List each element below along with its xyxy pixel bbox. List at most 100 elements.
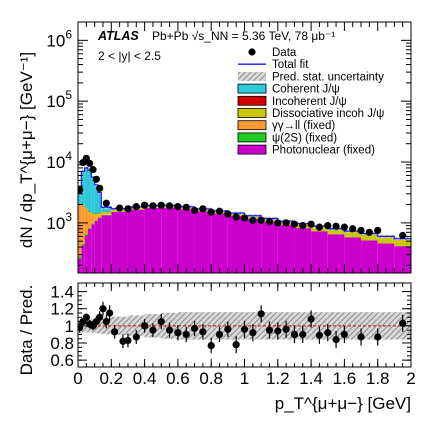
data-point xyxy=(357,226,365,235)
bin-photonuclear-fixed xyxy=(194,211,212,273)
bin-dissociative-incoh-j xyxy=(97,213,102,216)
ratio-data-point xyxy=(374,333,382,341)
legend-label-pred-stat-uncertainty: Pred. stat. uncertainty xyxy=(272,71,384,83)
data-point xyxy=(215,207,224,215)
data-point xyxy=(124,205,132,213)
x-tick-label: 1 xyxy=(240,369,249,388)
bin-photonuclear-fixed xyxy=(244,218,262,273)
ratio-data-point xyxy=(249,329,257,337)
bin-2s-fixed xyxy=(97,217,102,219)
bin-coherent-j xyxy=(91,177,95,214)
data-point xyxy=(324,222,332,230)
bin-ll-fixed xyxy=(87,213,92,228)
ratio-y-tick-label: 1.2 xyxy=(50,300,74,319)
bin-photonuclear-fixed xyxy=(94,220,98,273)
bin-dissociative-incoh-j xyxy=(377,236,395,244)
bin-2s-fixed xyxy=(84,234,88,236)
data-point xyxy=(92,175,100,183)
data-point xyxy=(282,219,290,227)
ratio-data-point xyxy=(240,325,249,333)
legend-swatch-ll-fixed xyxy=(237,120,267,131)
ratio-data-point xyxy=(332,335,340,344)
x-tick-label: 0.6 xyxy=(166,369,190,388)
ratio-data-point xyxy=(190,324,199,333)
data-point xyxy=(141,201,149,209)
stacked-histogram xyxy=(78,167,411,273)
x-tick-label: 1.6 xyxy=(333,369,357,388)
ratio-data-points xyxy=(78,301,407,354)
bin-2s-fixed xyxy=(91,223,95,225)
data-point xyxy=(86,159,94,167)
bin-photonuclear-fixed xyxy=(144,207,162,273)
data-point xyxy=(116,204,124,212)
ratio-data-point xyxy=(357,333,365,341)
ratio-data-point xyxy=(165,326,174,334)
x-axis-label: p_T^{μ+μ−} [GeV] xyxy=(275,394,411,413)
main-y-ticks: 103 104 105 106 xyxy=(46,21,411,266)
bin-photonuclear-fixed xyxy=(311,231,328,273)
ratio-data-point xyxy=(340,330,348,339)
data-point xyxy=(89,166,97,174)
ratio-data-point xyxy=(274,327,282,335)
ratio-data-point xyxy=(96,313,104,321)
ratio-data-point xyxy=(124,336,132,345)
ratio-data-point xyxy=(282,325,290,333)
data-point xyxy=(96,184,104,192)
data-point xyxy=(207,208,215,216)
ratio-data-point xyxy=(315,331,324,339)
bin-photonuclear-fixed xyxy=(91,224,95,273)
legend-label-ll-fixed: γγ→ll (fixed) xyxy=(272,120,335,132)
bin-photonuclear-fixed xyxy=(97,218,102,273)
ratio-data-point xyxy=(207,341,215,350)
bin-photonuclear-fixed xyxy=(344,237,362,273)
bin-dissociative-incoh-j xyxy=(344,231,362,238)
ratio-unc-bin xyxy=(344,312,362,340)
bin-photonuclear-fixed xyxy=(81,245,85,273)
bin-photonuclear-fixed xyxy=(101,215,112,273)
ratio-y-tick-label: 1 xyxy=(65,317,74,336)
bin-dissociative-incoh-j xyxy=(94,214,98,217)
data-point xyxy=(374,226,382,235)
legend-label-incoherent-j: Incoherent J/ψ xyxy=(272,96,347,108)
y-tick-label: 103 xyxy=(46,210,72,233)
x-tick-label: 2 xyxy=(406,369,415,388)
ratio-data-point xyxy=(141,322,149,330)
data-point xyxy=(340,223,348,231)
x-tick-label: 0.8 xyxy=(199,369,223,388)
ratio-y-ticks: 0.60.811.21.4 xyxy=(50,283,411,370)
data-point xyxy=(157,201,165,209)
data-point xyxy=(174,203,182,211)
bin-dissociative-incoh-j xyxy=(87,211,92,214)
legend-swatch-incoherent-j xyxy=(237,95,267,106)
bin-photonuclear-fixed xyxy=(377,243,395,273)
x-tick-label: 1.4 xyxy=(299,369,323,388)
bin-dissociative-incoh-j xyxy=(361,233,378,241)
x-tick-label: 1.8 xyxy=(366,369,390,388)
data-point xyxy=(149,202,157,210)
legend-swatch-pred-stat-uncertainty xyxy=(238,71,266,81)
bin-photonuclear-fixed xyxy=(261,222,278,273)
ratio-data-point xyxy=(199,328,207,336)
bin-photonuclear-fixed xyxy=(127,209,145,273)
data-point xyxy=(290,220,299,228)
ratio-data-point xyxy=(307,315,315,323)
ratio-data-point xyxy=(290,330,299,339)
bin-dissociative-incoh-j xyxy=(394,238,411,247)
data-point xyxy=(265,217,274,226)
data-point xyxy=(399,231,407,240)
ratio-unc-bin xyxy=(327,312,345,340)
bin-ll-fixed xyxy=(81,205,85,244)
bin-coherent-j xyxy=(81,171,85,205)
data-point xyxy=(274,219,282,227)
main-x-ticks xyxy=(77,22,412,273)
data-point xyxy=(199,205,207,213)
ratio-data-point xyxy=(99,305,107,313)
legend-swatch-coherent-j xyxy=(237,83,267,94)
y-axis-label-ratio: Data / Pred. xyxy=(17,285,36,376)
bin-photonuclear-fixed xyxy=(161,207,178,273)
bin-photonuclear-fixed xyxy=(111,211,128,273)
bin-coherent-j xyxy=(101,207,112,212)
data-point xyxy=(307,220,315,228)
data-point xyxy=(78,186,84,194)
bin-ll-fixed xyxy=(84,209,88,235)
